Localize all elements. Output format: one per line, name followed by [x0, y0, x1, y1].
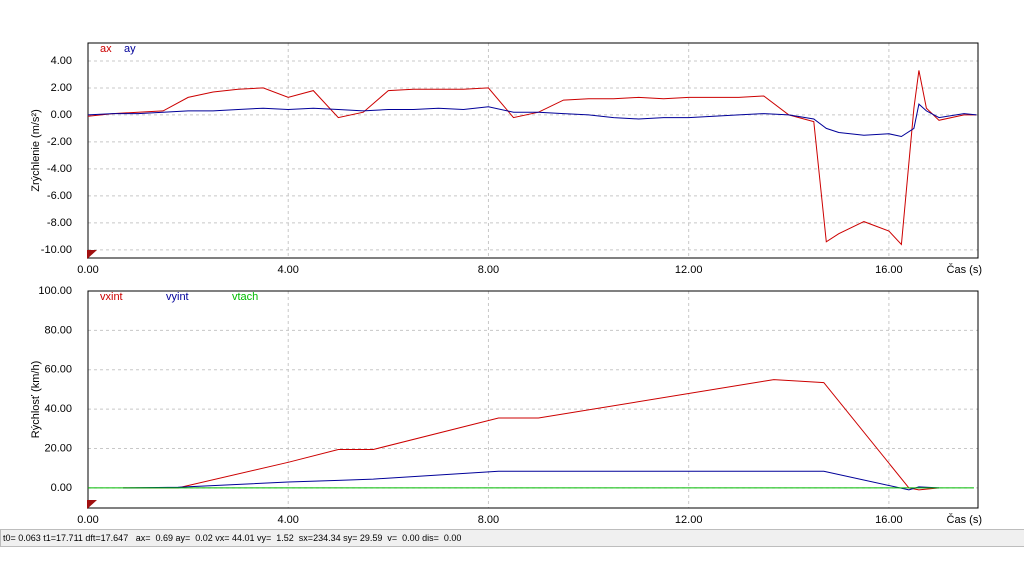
y-tick-label: 80.00 [44, 324, 72, 336]
y-axis-label: Rýchlosť (km/h) [30, 361, 42, 438]
corner-marker [87, 500, 97, 509]
x-tick-label: 8.00 [478, 264, 499, 276]
y-tick-label: -8.00 [47, 217, 72, 229]
x-tick-label: 12.00 [675, 264, 703, 276]
x-tick-label: 0.00 [77, 264, 98, 276]
y-axis-label: Zrýchlenie (m/s²) [30, 109, 42, 192]
x-tick-label: 16.00 [875, 514, 903, 526]
y-tick-label: -4.00 [47, 163, 72, 175]
x-tick-label: 4.00 [278, 514, 299, 526]
y-tick-label: 0.00 [51, 482, 72, 494]
x-axis-label: Čas (s) [947, 263, 982, 276]
charts: 4.00 2.00 0.00 -2.00 -4.00 -6.00 -8.00 -10.00 0.… [30, 42, 982, 526]
legend-entry: ax [100, 43, 112, 55]
x-tick-label: 12.00 [675, 514, 703, 526]
y-tick-label: -10.00 [41, 244, 72, 256]
data-line [87, 103, 977, 138]
data-line [122, 470, 940, 491]
plot-frame [87, 42, 979, 259]
y-tick-label: 40.00 [44, 403, 72, 415]
y-tick-label: 60.00 [44, 364, 72, 376]
data-line [87, 70, 977, 246]
legend-entry: vtach [232, 291, 258, 303]
x-axis-label: Čas (s) [947, 513, 982, 526]
legend-entry: vxint [100, 291, 123, 303]
status-bar: t0= 0.063 t1=17.711 dft=17.647 ax= 0.69 … [0, 529, 1024, 547]
y-tick-label: 20.00 [44, 442, 72, 454]
y-tick-label: 4.00 [51, 55, 72, 67]
corner-marker [87, 250, 97, 259]
y-tick-label: 2.00 [51, 82, 72, 94]
data-line [123, 379, 940, 491]
y-tick-label: -6.00 [47, 190, 72, 202]
legend-entry: ay [124, 43, 136, 55]
y-tick-label: 100.00 [38, 285, 72, 297]
y-tick-label: -2.00 [47, 136, 72, 148]
x-tick-label: 16.00 [875, 264, 903, 276]
x-tick-label: 0.00 [77, 514, 98, 526]
x-tick-label: 8.00 [478, 514, 499, 526]
plot-frame [87, 290, 979, 509]
y-tick-label: 0.00 [51, 109, 72, 121]
x-tick-label: 4.00 [278, 264, 299, 276]
legend-entry: vyint [166, 291, 189, 303]
